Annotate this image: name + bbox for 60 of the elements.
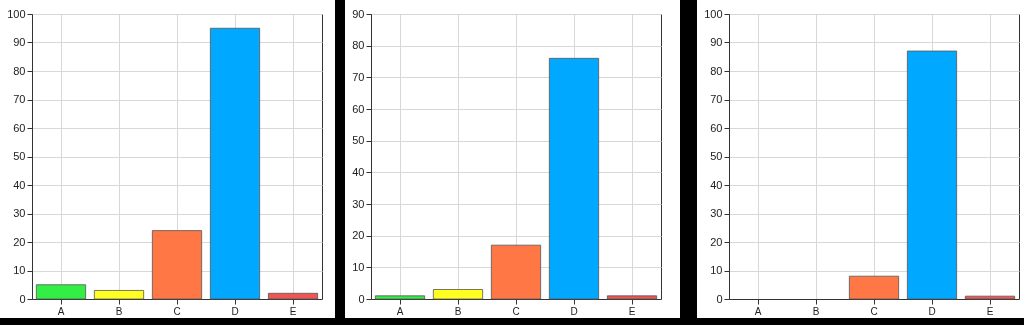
- bar: [35, 284, 87, 300]
- y-tick-label: 0: [716, 292, 723, 305]
- bar: [93, 290, 145, 300]
- x-tick-label: E: [628, 305, 636, 317]
- x-tick-label: B: [115, 305, 123, 317]
- x-tick-label: C: [870, 305, 878, 317]
- y-tick-label: 90: [13, 36, 26, 48]
- bar: [964, 295, 1016, 300]
- y-tick-label: 40: [13, 178, 26, 191]
- y-tick-label: 50: [710, 150, 723, 162]
- y-tick-label: 80: [352, 39, 365, 52]
- bar: [848, 275, 900, 300]
- y-tick-label: 40: [352, 165, 365, 178]
- bar: [490, 244, 542, 300]
- y-tick-label: 90: [352, 7, 365, 20]
- x-tick-label: A: [57, 305, 65, 317]
- x-tick-label: E: [289, 305, 297, 317]
- bar: [374, 295, 426, 300]
- y-tick-label: 10: [352, 260, 365, 273]
- y-tick-label: 10: [710, 264, 723, 276]
- bar: [548, 57, 600, 300]
- y-tick-label: 100: [7, 7, 26, 20]
- x-tick-label: C: [512, 305, 520, 317]
- y-tick-label: 20: [710, 235, 723, 248]
- y-tick-label: 80: [710, 64, 723, 77]
- y-tick-label: 30: [13, 207, 26, 219]
- y-tick-label: 0: [19, 292, 26, 305]
- y-tick-label: 60: [352, 102, 365, 115]
- x-tick-label: D: [570, 305, 578, 317]
- y-tick-label: 70: [710, 93, 723, 105]
- bar: [151, 230, 203, 300]
- x-tick-label: E: [986, 305, 994, 317]
- y-tick-label: 70: [13, 93, 26, 105]
- y-tick-label: 60: [13, 121, 26, 134]
- bar: [606, 295, 658, 300]
- y-tick-label: 10: [13, 264, 26, 276]
- y-tick-label: 50: [352, 134, 365, 147]
- bar: [267, 292, 319, 300]
- x-tick-label: C: [173, 305, 181, 317]
- y-tick-label: 60: [710, 121, 723, 134]
- x-tick-label: B: [454, 305, 462, 317]
- y-tick-label: 40: [710, 178, 723, 191]
- bar: [906, 50, 958, 300]
- y-tick-label: 90: [710, 36, 723, 48]
- x-tick-label: A: [754, 305, 762, 317]
- x-tick-label: B: [812, 305, 820, 317]
- bar: [209, 27, 261, 300]
- y-tick-label: 50: [13, 150, 26, 162]
- y-tick-label: 0: [358, 292, 365, 305]
- y-tick-label: 30: [710, 207, 723, 219]
- y-tick-label: 100: [704, 7, 723, 20]
- y-tick-label: 30: [352, 197, 365, 210]
- y-tick-label: 70: [352, 70, 365, 83]
- y-tick-label: 80: [13, 64, 26, 77]
- y-tick-label: 20: [13, 235, 26, 248]
- bar: [432, 289, 484, 300]
- y-tick-label: 20: [352, 229, 365, 242]
- x-tick-label: D: [231, 305, 239, 317]
- x-tick-label: A: [396, 305, 404, 317]
- x-tick-label: D: [928, 305, 936, 317]
